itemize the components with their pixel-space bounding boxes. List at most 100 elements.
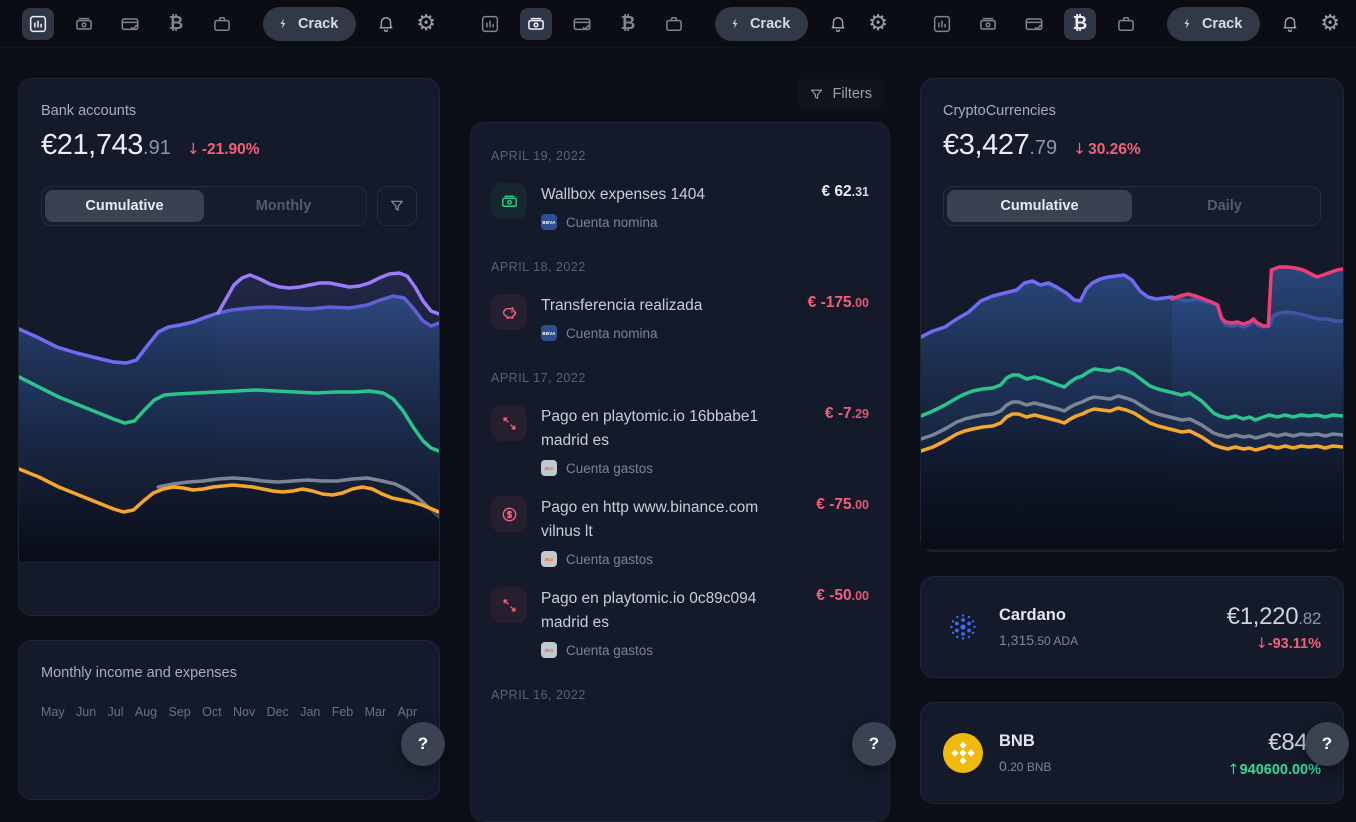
month-label: Mar bbox=[364, 705, 387, 719]
month-label: Apr bbox=[397, 705, 417, 719]
month-label: Sep bbox=[168, 705, 191, 719]
nav-item-accounts[interactable] bbox=[520, 7, 552, 40]
crack-button[interactable]: Crack bbox=[714, 6, 809, 41]
settings-button[interactable]: ⚙ bbox=[1320, 12, 1340, 35]
bar-chart-icon bbox=[29, 15, 47, 32]
account-name: Cuenta gastos bbox=[566, 642, 654, 658]
nav-item-dashboard[interactable] bbox=[474, 8, 506, 40]
card-check-icon bbox=[1025, 17, 1043, 30]
nav-item-cards[interactable] bbox=[1018, 8, 1050, 40]
filters-button[interactable]: Filters bbox=[797, 79, 884, 109]
help-button[interactable]: ? bbox=[401, 722, 445, 766]
transaction-title: Transferencia realizada bbox=[541, 297, 703, 315]
bolt-icon bbox=[1184, 18, 1190, 29]
bank-logo-badge: ING bbox=[541, 642, 557, 659]
account-name: Cuenta gastos bbox=[566, 551, 654, 567]
crack-button[interactable]: Crack bbox=[1166, 6, 1261, 41]
nav-item-cards[interactable] bbox=[566, 8, 598, 40]
asset-holding: 0.20 BNB bbox=[999, 758, 1052, 774]
nav-item-accounts[interactable] bbox=[972, 8, 1004, 40]
nav-item-dashboard[interactable] bbox=[22, 7, 54, 40]
arrow-up-icon: ↑ bbox=[1227, 761, 1240, 778]
nav-item-crypto[interactable]: ₿ bbox=[612, 8, 644, 40]
notifications-button[interactable] bbox=[828, 14, 848, 34]
banknotes-icon bbox=[980, 17, 996, 30]
transaction-title: Pago en playtomic.io 16bbabe1 madrid es bbox=[541, 408, 759, 450]
asset-holding: 1,315.50 ADA bbox=[999, 632, 1079, 648]
topbar-controls-2: Crack ⚙ bbox=[714, 6, 888, 41]
crack-label: Crack bbox=[749, 15, 791, 32]
transaction-title: Pago en http www.binance.com vilnus lt bbox=[541, 499, 759, 541]
banknote-icon bbox=[501, 195, 517, 207]
bank-filter-button[interactable] bbox=[377, 186, 417, 226]
cryptocurrencies-panel: CryptoCurrencies €3,427.79 ↓ 30.26% Cumul… bbox=[920, 78, 1344, 552]
transaction-amount: € -50.00 bbox=[816, 587, 869, 605]
toggle-monthly[interactable]: Monthly bbox=[255, 198, 312, 214]
toggle-cumulative[interactable]: Cumulative bbox=[45, 190, 204, 222]
transaction-main: Pago en http www.binance.com vilnus lt I… bbox=[541, 496, 789, 568]
bar-chart-icon bbox=[933, 15, 951, 32]
topbar-section-2: ₿ Crack ⚙ bbox=[452, 0, 904, 47]
topbar-section-3: ₿ Crack ⚙ bbox=[904, 0, 1356, 47]
transaction-type bbox=[491, 405, 527, 442]
bell-icon bbox=[379, 16, 393, 32]
question-mark-icon: ? bbox=[1321, 734, 1333, 753]
nav-item-business[interactable] bbox=[206, 8, 238, 40]
transaction-row[interactable]: Transferencia realizada BBVA Cuenta nomi… bbox=[491, 294, 869, 342]
nav-item-business[interactable] bbox=[1110, 8, 1142, 40]
filters-label: Filters bbox=[832, 86, 872, 102]
transaction-main: Pago en playtomic.io 16bbabe1 madrid es … bbox=[541, 405, 789, 477]
nav-item-accounts[interactable] bbox=[68, 8, 100, 40]
transaction-amount: € -75.00 bbox=[816, 496, 869, 514]
account-name: Cuenta nomina bbox=[566, 325, 658, 341]
settings-button[interactable]: ⚙ bbox=[868, 12, 888, 35]
amount-cents: .91 bbox=[143, 137, 171, 159]
date-group-header: APRIL 19, 2022 bbox=[491, 149, 586, 163]
account-name: Cuenta nomina bbox=[566, 214, 658, 230]
transaction-type bbox=[491, 496, 527, 533]
bank-accounts-panel: Bank accounts €21,743.91 ↓ -21.90% Cumula… bbox=[18, 78, 440, 616]
asset-card-bnb[interactable]: BNB 0.20 BNB €84.0 ↑940600.00% bbox=[920, 702, 1344, 804]
notifications-button[interactable] bbox=[1280, 14, 1300, 34]
settings-button[interactable]: ⚙ bbox=[416, 12, 436, 35]
nav-item-cards[interactable] bbox=[114, 8, 146, 40]
month-label: Dec bbox=[266, 705, 289, 719]
funnel-icon bbox=[810, 89, 822, 99]
toggle-cumulative[interactable]: Cumulative bbox=[947, 190, 1132, 222]
transaction-row[interactable]: Wallbox expenses 1404 BBVA Cuenta nomina… bbox=[491, 183, 869, 231]
bolt-icon bbox=[732, 18, 738, 29]
notifications-button[interactable] bbox=[376, 14, 396, 34]
panel-title: CryptoCurrencies bbox=[943, 103, 1056, 119]
briefcase-icon bbox=[214, 16, 230, 31]
date-group-header: APRIL 16, 2022 bbox=[491, 688, 586, 703]
nav-item-dashboard[interactable] bbox=[926, 8, 958, 40]
transaction-row[interactable]: Pago en http www.binance.com vilnus lt I… bbox=[491, 496, 869, 568]
transaction-account: ING Cuenta gastos bbox=[541, 460, 789, 477]
month-label: Aug bbox=[134, 705, 158, 719]
bank-logo-badge: BBVA bbox=[541, 214, 557, 231]
bank-toggle-row: Cumulative Monthly bbox=[41, 186, 417, 226]
transaction-row[interactable]: Pago en playtomic.io 16bbabe1 madrid es … bbox=[491, 405, 869, 477]
asset-card-cardano[interactable]: Cardano 1,315.50 ADA €1,220.82 ↓-93.11% bbox=[920, 576, 1344, 678]
date-group-header: APRIL 18, 2022 bbox=[491, 260, 586, 275]
topbar: ₿ Crack ⚙ bbox=[0, 0, 1356, 48]
nav-group-2: ₿ bbox=[474, 7, 690, 40]
nav-item-crypto[interactable]: ₿ bbox=[1064, 7, 1096, 40]
asset-change: ↓-93.11% bbox=[1255, 635, 1321, 652]
bell-icon bbox=[831, 16, 845, 32]
toggle-daily[interactable]: Daily bbox=[1207, 198, 1242, 214]
transaction-row[interactable]: Pago en playtomic.io 0c89c094 madrid es … bbox=[491, 587, 869, 659]
question-mark-icon: ? bbox=[868, 734, 880, 753]
bank-view-toggle: Cumulative Monthly bbox=[41, 186, 367, 226]
help-button[interactable]: ? bbox=[1305, 722, 1349, 766]
nav-item-crypto[interactable]: ₿ bbox=[160, 8, 192, 40]
nav-item-business[interactable] bbox=[658, 8, 690, 40]
transfer-arrows-icon bbox=[502, 599, 516, 612]
asset-name: BNB bbox=[999, 732, 1035, 750]
help-button[interactable]: ? bbox=[852, 722, 896, 766]
asset-value: €1,220.82 bbox=[1226, 602, 1322, 630]
month-label: Jan bbox=[300, 705, 321, 719]
crack-button[interactable]: Crack bbox=[262, 6, 357, 41]
month-label: Jul bbox=[107, 705, 124, 719]
transaction-account: BBVA Cuenta nomina bbox=[541, 325, 789, 342]
